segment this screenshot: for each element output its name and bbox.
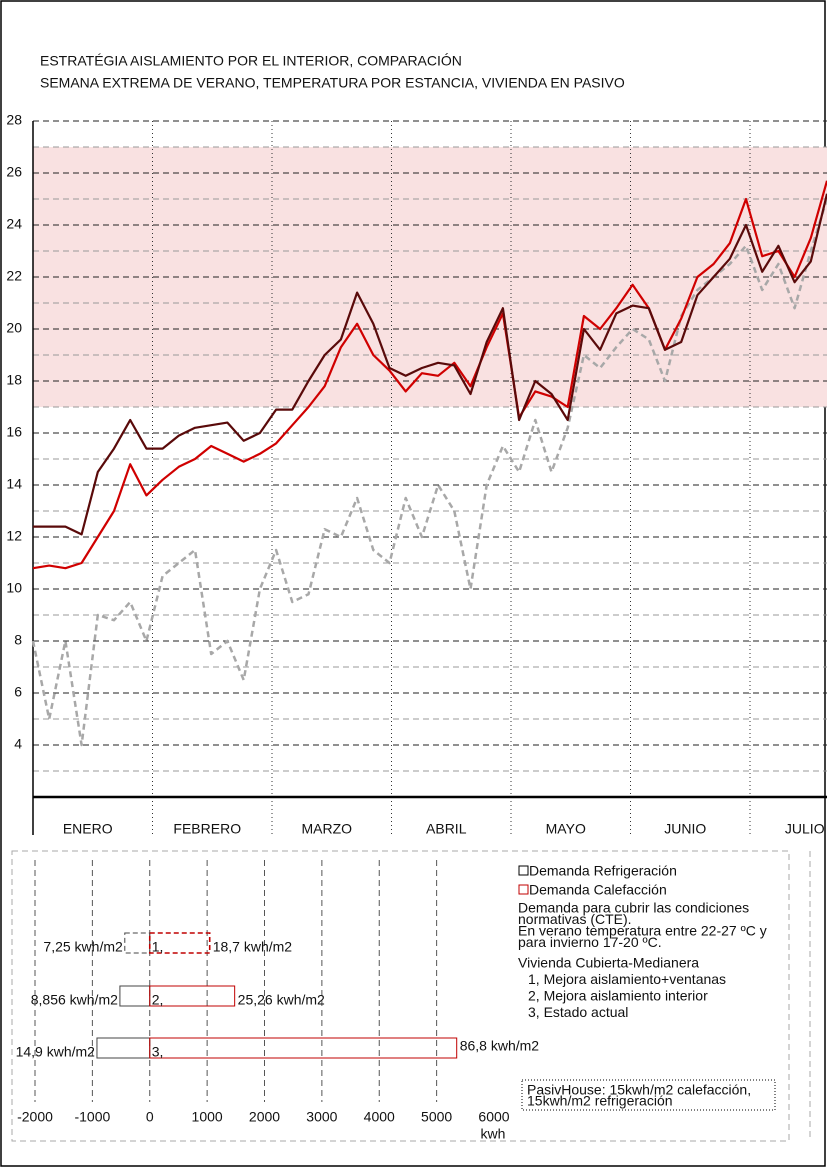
note-box: [521, 1079, 776, 1111]
y-tick-label: 28: [6, 112, 22, 128]
note: para invierno 17-20 ºC.: [518, 934, 662, 950]
panel-frame: [11, 850, 790, 1142]
x-tick-label: JULIO: [785, 821, 825, 837]
y-tick-label: 6: [14, 684, 22, 700]
y-tick-label: 18: [6, 372, 22, 388]
note: 15kwh/m2 refrigeración: [527, 1093, 673, 1109]
y-tick-label: 26: [6, 164, 22, 180]
y-tick-label: 14: [6, 476, 22, 492]
y-tick-label: 16: [6, 424, 22, 440]
row-label: 1,: [152, 939, 164, 955]
bar: [119, 985, 151, 1007]
x-tick-label: 0: [146, 1109, 154, 1125]
x-tick-label: 1000: [192, 1109, 223, 1125]
legend-label: Demanda Refrigeración: [529, 863, 677, 879]
y-tick-label: 12: [6, 528, 22, 544]
bar-label: 86,8 kwh/m2: [460, 1038, 540, 1054]
y-tick-label: 22: [6, 268, 22, 284]
note: 3, Estado actual: [528, 1004, 628, 1020]
y-tick-label: 10: [6, 580, 22, 596]
bar-label: 8,856 kwh/m2: [31, 992, 118, 1008]
note: Demanda para cubrir las condiciones: [518, 900, 749, 916]
row-label: 3,: [152, 1044, 164, 1060]
x-tick-label: ENERO: [63, 821, 113, 837]
legend-label: Demanda Calefacción: [529, 882, 667, 898]
bar: [124, 932, 151, 954]
note: 1, Mejora aislamiento+ventanas: [528, 971, 726, 987]
note: 2, Mejora aislamiento interior: [528, 988, 708, 1004]
y-tick-label: 4: [14, 736, 22, 752]
x-tick-label: -1000: [74, 1109, 110, 1125]
x-tick-label: ABRIL: [426, 821, 467, 837]
y-tick-label: 8: [14, 632, 22, 648]
bar: [149, 1037, 458, 1059]
note: Vivienda Cubierta-Medianera: [518, 955, 699, 971]
bar-label: 7,25 kwh/m2: [43, 939, 123, 955]
bar-label: 18,7 kwh/m2: [213, 939, 293, 955]
x-tick-label: 3000: [306, 1109, 337, 1125]
x-tick-label: MAYO: [546, 821, 586, 837]
y-tick-label: 20: [6, 320, 22, 336]
note: PasivHouse: 15kwh/m2 calefacción,: [527, 1082, 751, 1098]
y-tick-label: 24: [6, 216, 22, 232]
note: normativas (CTE).: [518, 911, 632, 927]
x-tick-label: MARZO: [301, 821, 352, 837]
bar: [96, 1037, 151, 1059]
x-tick-label: 4000: [364, 1109, 395, 1125]
x-tick-label: FEBRERO: [173, 821, 241, 837]
legend-swatch: [518, 865, 529, 876]
bar: [149, 985, 236, 1007]
series-line: [31, 198, 827, 747]
x-tick-label: 2000: [249, 1109, 280, 1125]
chart-title: ESTRATÉGIA AISLAMIENTO POR EL INTERIOR, …: [40, 53, 462, 69]
bar-label: 25,26 kwh/m2: [238, 992, 325, 1008]
row-label: 2,: [152, 992, 164, 1008]
legend-swatch: [518, 884, 529, 895]
note: En verano temperatura entre 22-27 ºC y: [518, 923, 767, 939]
series-line: [32, 180, 827, 570]
x-axis-label: kwh: [481, 1126, 506, 1142]
bar-label: 14,9 kwh/m2: [16, 1044, 96, 1060]
x-tick-label: JUNIO: [664, 821, 706, 837]
x-tick-label: -2000: [17, 1109, 53, 1125]
x-tick-label: 6000: [478, 1109, 509, 1125]
x-tick-label: 5000: [421, 1109, 452, 1125]
chart-subtitle: SEMANA EXTREMA DE VERANO, TEMPERATURA PO…: [40, 75, 625, 91]
series-line: [33, 193, 827, 536]
